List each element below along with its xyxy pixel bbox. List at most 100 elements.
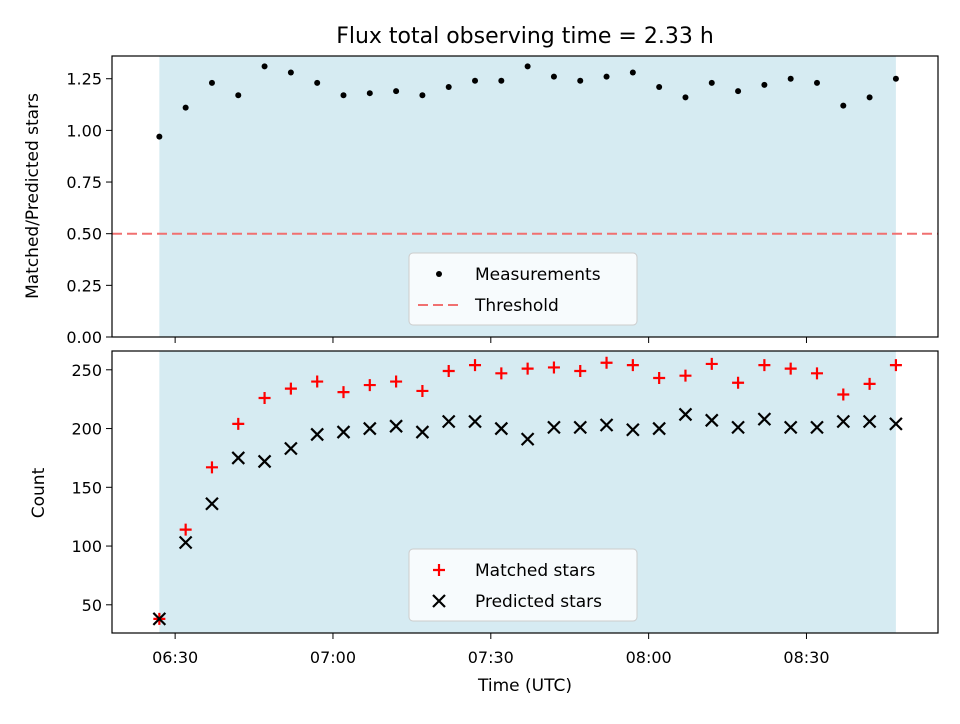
predicted-star-point: [178, 535, 193, 550]
predicted-star-point: [468, 414, 482, 429]
y-tick-label: 0.25: [66, 276, 102, 295]
matched-star-point: [521, 362, 534, 375]
predicted-star-point: [731, 420, 745, 435]
predicted-star-point: [836, 414, 851, 429]
predicted-star-point: [862, 414, 877, 429]
x-tick-label: 07:30: [468, 648, 514, 667]
predicted-star-point: [520, 432, 535, 446]
predicted-star-point: [231, 451, 246, 465]
measurement-point: [787, 75, 794, 82]
predicted-star-point: [704, 413, 719, 428]
predicted-star-point: [652, 421, 666, 436]
predicted-star-point: [783, 420, 798, 435]
matched-star-point: [837, 388, 850, 401]
y-axis-label-ratio: Matched/Predicted stars: [23, 93, 43, 299]
matched-star-point: [495, 367, 508, 380]
measurement-point: [235, 92, 242, 99]
predicted-star-point: [573, 420, 588, 435]
predicted-star-point: [441, 414, 456, 429]
matched-star-point: [547, 361, 560, 374]
predicted-star-point: [889, 417, 903, 431]
matched-star-point: [758, 359, 771, 372]
chart-title: Flux total observing time = 2.33 h: [336, 24, 714, 49]
legend-label: Matched stars: [475, 561, 595, 581]
measurement-point: [656, 83, 663, 90]
predicted-star-point: [810, 420, 824, 435]
matched-star-point: [679, 369, 692, 382]
measurement-point: [761, 81, 768, 88]
x-tick-label: 06:30: [152, 648, 198, 667]
predicted-star-point: [415, 425, 430, 439]
measurement-point: [550, 73, 557, 80]
matched-star-point: [705, 357, 718, 370]
y-tick-label: 200: [71, 420, 102, 439]
predicted-star-point: [152, 612, 167, 626]
predicted-star-point: [494, 421, 509, 436]
measurement-point: [603, 73, 610, 80]
x-tick-label: 07:00: [310, 648, 356, 667]
measurement-point: [866, 94, 873, 101]
matched-star-point: [258, 392, 271, 404]
x-axis-label: Time (UTC): [477, 676, 572, 696]
predicted-star-point: [205, 496, 219, 511]
matched-star-point: [390, 375, 403, 388]
matched-star-point: [626, 359, 639, 372]
matched-star-point: [416, 384, 429, 397]
legend-label: Threshold: [474, 296, 559, 316]
legend-matched-marker: [433, 564, 445, 576]
y-tick-label: 50: [82, 596, 102, 615]
predicted-star-point: [757, 412, 772, 426]
measurement-point: [156, 133, 163, 140]
matched-star-point: [653, 372, 666, 385]
predicted-star-point: [599, 418, 614, 432]
matched-star-point: [732, 376, 745, 389]
y-tick-label: 250: [71, 361, 102, 380]
axes-frame: [111, 55, 939, 338]
y-tick-label: 1.25: [66, 70, 102, 89]
measurement-point: [813, 79, 820, 86]
predicted-star-point: [547, 420, 561, 435]
matched-star-point: [600, 356, 613, 369]
y-tick-label: 0.75: [66, 173, 102, 192]
y-axis-label-count: Count: [29, 467, 49, 518]
matched-star-point: [863, 377, 876, 390]
measurement-point: [366, 90, 373, 97]
matched-star-point: [179, 523, 192, 536]
measurement-point: [393, 88, 400, 95]
y-tick-label: 0.00: [66, 328, 102, 347]
matched-star-point: [205, 461, 218, 474]
legend-label: Predicted stars: [475, 592, 602, 612]
matched-star-point: [337, 386, 350, 399]
legend-box: [408, 252, 638, 326]
x-tick-label: 08:00: [626, 648, 672, 667]
predicted-star-point: [678, 407, 693, 422]
measurement-point: [340, 92, 347, 99]
x-tick-label: 08:30: [783, 648, 829, 667]
matched-star-point: [284, 382, 297, 395]
predicted-star-point: [626, 422, 640, 437]
y-tick-label: 1.00: [66, 121, 102, 140]
measurement-point: [314, 79, 321, 86]
measurement-point: [840, 102, 847, 109]
measurement-point: [419, 92, 426, 99]
measurement-point: [524, 63, 531, 70]
measurement-point: [892, 75, 899, 82]
measurement-point: [735, 88, 742, 95]
matched-star-point: [469, 359, 482, 372]
matched-star-point: [784, 362, 797, 375]
measurement-point: [498, 77, 505, 84]
legend-label: Measurements: [475, 265, 601, 285]
matched-star-point: [232, 417, 245, 430]
matched-star-point: [363, 379, 376, 392]
legend-box: [408, 548, 638, 622]
predicted-star-point: [284, 441, 298, 456]
legend-predicted-marker: [432, 594, 446, 608]
y-tick-label: 0.50: [66, 225, 102, 244]
measurement-point: [682, 94, 689, 101]
measurement-point: [708, 79, 715, 86]
y-tick-label: 100: [71, 537, 102, 556]
measurement-point: [208, 79, 215, 86]
predicted-star-point: [363, 421, 377, 436]
